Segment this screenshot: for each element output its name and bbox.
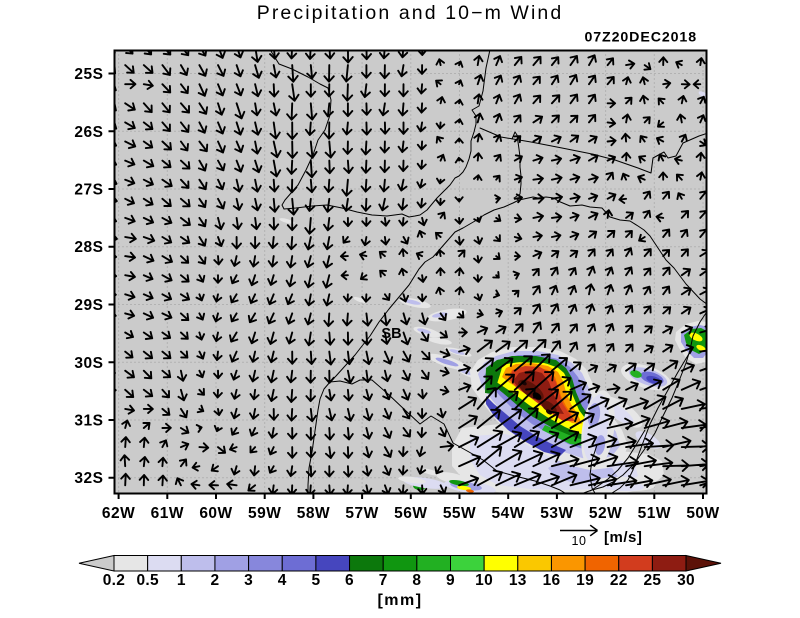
svg-text:53W: 53W (540, 505, 573, 522)
svg-text:22: 22 (610, 572, 628, 589)
svg-text:62W: 62W (102, 505, 135, 522)
svg-text:56W: 56W (394, 505, 427, 522)
svg-text:10: 10 (572, 534, 587, 548)
svg-text:[mm]: [mm] (377, 592, 422, 609)
svg-text:5: 5 (311, 572, 320, 589)
svg-text:19: 19 (576, 572, 594, 589)
svg-text:60W: 60W (199, 505, 232, 522)
svg-text:54W: 54W (492, 505, 525, 522)
svg-text:29S: 29S (74, 297, 103, 314)
svg-text:30: 30 (677, 572, 695, 589)
svg-text:58W: 58W (297, 505, 330, 522)
svg-text:3: 3 (244, 572, 253, 589)
svg-text:50W: 50W (686, 505, 719, 522)
svg-text:1: 1 (177, 572, 186, 589)
svg-text:6: 6 (345, 572, 354, 589)
svg-text:55W: 55W (443, 505, 476, 522)
svg-text:52W: 52W (589, 505, 622, 522)
svg-text:07Z20DEC2018: 07Z20DEC2018 (584, 30, 697, 46)
svg-text:10: 10 (475, 572, 493, 589)
svg-text:Precipitation and 10−m Wind: Precipitation and 10−m Wind (257, 2, 564, 24)
svg-text:25S: 25S (74, 66, 103, 83)
svg-text:31S: 31S (74, 413, 103, 430)
svg-text:26S: 26S (74, 124, 103, 141)
svg-text:25: 25 (643, 572, 661, 589)
svg-text:0.2: 0.2 (103, 572, 125, 589)
svg-text:4: 4 (278, 572, 287, 589)
svg-text:59W: 59W (248, 505, 281, 522)
svg-text:13: 13 (509, 572, 527, 589)
svg-text:57W: 57W (345, 505, 378, 522)
svg-text:8: 8 (412, 572, 421, 589)
svg-text:28S: 28S (74, 239, 103, 256)
svg-text:7: 7 (379, 572, 388, 589)
svg-text:2: 2 (210, 572, 219, 589)
svg-text:0.5: 0.5 (136, 572, 159, 589)
svg-text:51W: 51W (638, 505, 671, 522)
svg-text:61W: 61W (151, 505, 184, 522)
svg-text:9: 9 (446, 572, 455, 589)
svg-text:32S: 32S (74, 470, 103, 487)
svg-text:16: 16 (543, 572, 561, 589)
svg-text:30S: 30S (74, 355, 103, 372)
svg-text:27S: 27S (74, 182, 103, 199)
svg-text:[m/s]: [m/s] (604, 529, 642, 546)
